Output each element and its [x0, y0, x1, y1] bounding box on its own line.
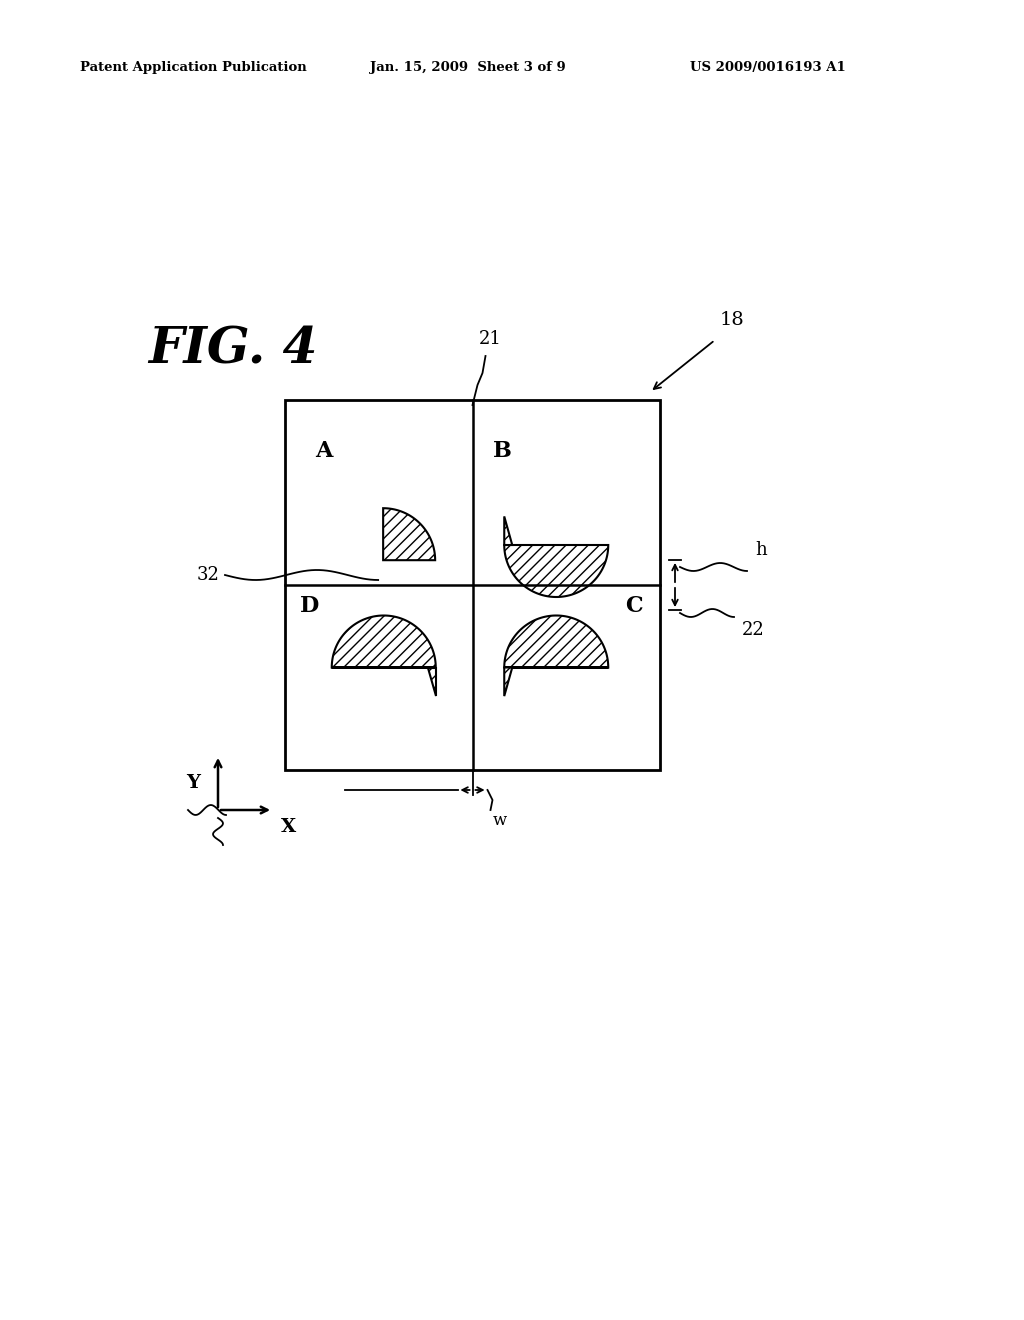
Text: US 2009/0016193 A1: US 2009/0016193 A1 — [690, 61, 846, 74]
Text: h: h — [755, 541, 767, 558]
Polygon shape — [332, 615, 436, 668]
Polygon shape — [504, 668, 512, 696]
Polygon shape — [504, 615, 608, 668]
Text: C: C — [625, 595, 643, 616]
Text: B: B — [493, 440, 511, 462]
Polygon shape — [383, 508, 435, 560]
Text: w: w — [493, 812, 507, 829]
Text: X: X — [281, 818, 296, 836]
Text: Patent Application Publication: Patent Application Publication — [80, 61, 307, 74]
Text: 18: 18 — [720, 312, 744, 329]
Polygon shape — [504, 516, 512, 545]
Text: Y: Y — [186, 774, 200, 792]
Text: D: D — [300, 595, 319, 616]
Bar — [285, 400, 660, 770]
Text: FIG. 4: FIG. 4 — [148, 326, 317, 375]
Text: Jan. 15, 2009  Sheet 3 of 9: Jan. 15, 2009 Sheet 3 of 9 — [370, 61, 565, 74]
Text: 21: 21 — [479, 330, 502, 348]
Text: 32: 32 — [198, 566, 220, 583]
Text: A: A — [315, 440, 333, 462]
Text: 22: 22 — [742, 620, 765, 639]
Polygon shape — [504, 545, 608, 597]
Polygon shape — [428, 668, 436, 696]
